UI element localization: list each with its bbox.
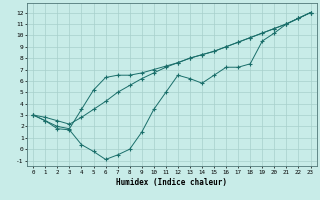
X-axis label: Humidex (Indice chaleur): Humidex (Indice chaleur) — [116, 178, 228, 187]
